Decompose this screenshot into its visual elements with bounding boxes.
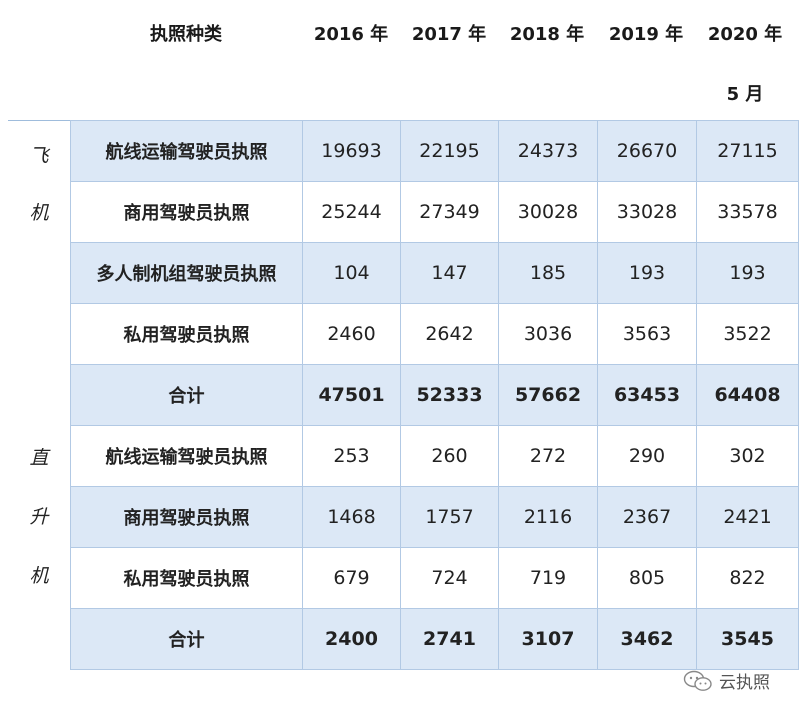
cell-value: 253 [302, 425, 401, 487]
wechat-icon [683, 670, 713, 692]
row-category: 私用驾驶员执照 [70, 303, 303, 365]
cell-value: 2741 [400, 608, 499, 670]
header-year-2019: 2019 年 [608, 24, 684, 45]
cell-value: 185 [498, 242, 598, 304]
side-label-airplane-1: 飞 [29, 145, 49, 167]
cell-value: 193 [696, 242, 799, 304]
header-month-suffix: 5 月 [726, 84, 764, 105]
cell-value: 63453 [597, 364, 697, 426]
cell-value: 3545 [696, 608, 799, 670]
cell-value: 193 [597, 242, 697, 304]
side-label-airplane-2: 机 [29, 202, 49, 224]
row-category: 合计 [70, 608, 303, 670]
cell-value: 719 [498, 547, 598, 609]
cell-value: 3036 [498, 303, 598, 365]
header-year-2016: 2016 年 [313, 24, 389, 45]
header-year-2020: 2020 年 [707, 24, 783, 45]
cell-value: 3563 [597, 303, 697, 365]
cell-value: 3462 [597, 608, 697, 670]
side-label-helicopter-3: 机 [29, 565, 49, 587]
table-row: 航线运输驾驶员执照 253 260 272 290 302 [70, 425, 799, 487]
cell-value: 57662 [498, 364, 598, 426]
table-row: 多人制机组驾驶员执照 104 147 185 193 193 [70, 242, 799, 304]
cell-value: 2460 [302, 303, 401, 365]
cell-value: 3107 [498, 608, 598, 670]
header-category: 执照种类 [150, 24, 222, 45]
cell-value: 2642 [400, 303, 499, 365]
table-row: 私用驾驶员执照 679 724 719 805 822 [70, 547, 799, 609]
cell-value: 24373 [498, 120, 598, 182]
cell-value: 2400 [302, 608, 401, 670]
side-label-helicopter-2: 升 [29, 506, 49, 528]
row-category: 航线运输驾驶员执照 [70, 120, 303, 182]
cell-value: 26670 [597, 120, 697, 182]
cell-value: 679 [302, 547, 401, 609]
row-category: 商用驾驶员执照 [70, 181, 303, 243]
cell-value: 64408 [696, 364, 799, 426]
table-row: 航线运输驾驶员执照 19693 22195 24373 26670 27115 [70, 120, 799, 182]
table-row: 商用驾驶员执照 25244 27349 30028 33028 33578 [70, 181, 799, 243]
cell-value: 30028 [498, 181, 598, 243]
cell-value: 147 [400, 242, 499, 304]
row-category: 多人制机组驾驶员执照 [70, 242, 303, 304]
cell-value: 3522 [696, 303, 799, 365]
watermark: 云执照 [683, 668, 770, 693]
header-year-2017: 2017 年 [411, 24, 487, 45]
cell-value: 724 [400, 547, 499, 609]
row-category: 商用驾驶员执照 [70, 486, 303, 548]
cell-value: 25244 [302, 181, 401, 243]
cell-value: 22195 [400, 120, 499, 182]
cell-value: 52333 [400, 364, 499, 426]
cell-value: 2116 [498, 486, 598, 548]
cell-value: 27349 [400, 181, 499, 243]
row-category: 私用驾驶员执照 [70, 547, 303, 609]
cell-value: 47501 [302, 364, 401, 426]
table-row-total: 合计 2400 2741 3107 3462 3545 [70, 608, 799, 670]
header-year-2018: 2018 年 [509, 24, 585, 45]
cell-value: 33028 [597, 181, 697, 243]
cell-value: 272 [498, 425, 598, 487]
cell-value: 1757 [400, 486, 499, 548]
cell-value: 1468 [302, 486, 401, 548]
cell-value: 2367 [597, 486, 697, 548]
row-category: 航线运输驾驶员执照 [70, 425, 303, 487]
table-row: 私用驾驶员执照 2460 2642 3036 3563 3522 [70, 303, 799, 365]
table-row: 商用驾驶员执照 1468 1757 2116 2367 2421 [70, 486, 799, 548]
table-row-total: 合计 47501 52333 57662 63453 64408 [70, 364, 799, 426]
row-category: 合计 [70, 364, 303, 426]
cell-value: 302 [696, 425, 799, 487]
cell-value: 805 [597, 547, 697, 609]
watermark-text: 云执照 [719, 673, 770, 693]
cell-value: 2421 [696, 486, 799, 548]
cell-value: 290 [597, 425, 697, 487]
side-label-helicopter-1: 直 [29, 447, 49, 469]
cell-value: 260 [400, 425, 499, 487]
cell-value: 19693 [302, 120, 401, 182]
cell-value: 27115 [696, 120, 799, 182]
cell-value: 822 [696, 547, 799, 609]
license-table: 航线运输驾驶员执照 19693 22195 24373 26670 27115 … [70, 120, 799, 670]
cell-value: 33578 [696, 181, 799, 243]
cell-value: 104 [302, 242, 401, 304]
